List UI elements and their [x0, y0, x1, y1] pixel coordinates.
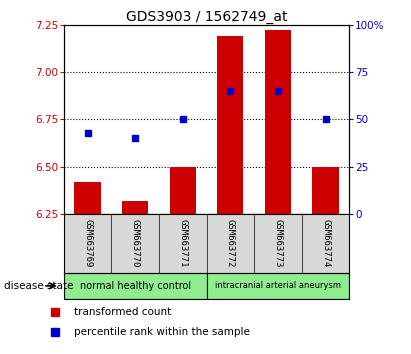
Text: GSM663771: GSM663771 [178, 219, 187, 268]
Bar [64, 273, 206, 299]
Text: GSM663770: GSM663770 [131, 219, 140, 268]
Title: GDS3903 / 1562749_at: GDS3903 / 1562749_at [126, 10, 287, 24]
Text: GSM663769: GSM663769 [83, 219, 92, 268]
Text: GSM663774: GSM663774 [321, 219, 330, 268]
Bar [312, 167, 339, 214]
Text: percentile rank within the sample: percentile rank within the sample [74, 327, 249, 337]
Bar [265, 30, 291, 214]
Text: normal healthy control: normal healthy control [80, 281, 191, 291]
Text: intracranial arterial aneurysm: intracranial arterial aneurysm [215, 281, 341, 290]
Text: disease state: disease state [4, 281, 74, 291]
Bar [170, 167, 196, 214]
Text: GSM663772: GSM663772 [226, 219, 235, 268]
Text: GSM663773: GSM663773 [273, 219, 282, 268]
Text: transformed count: transformed count [74, 307, 171, 317]
Bar [74, 182, 101, 214]
Bar [217, 36, 243, 214]
Bar [206, 273, 349, 299]
Bar [122, 201, 148, 214]
